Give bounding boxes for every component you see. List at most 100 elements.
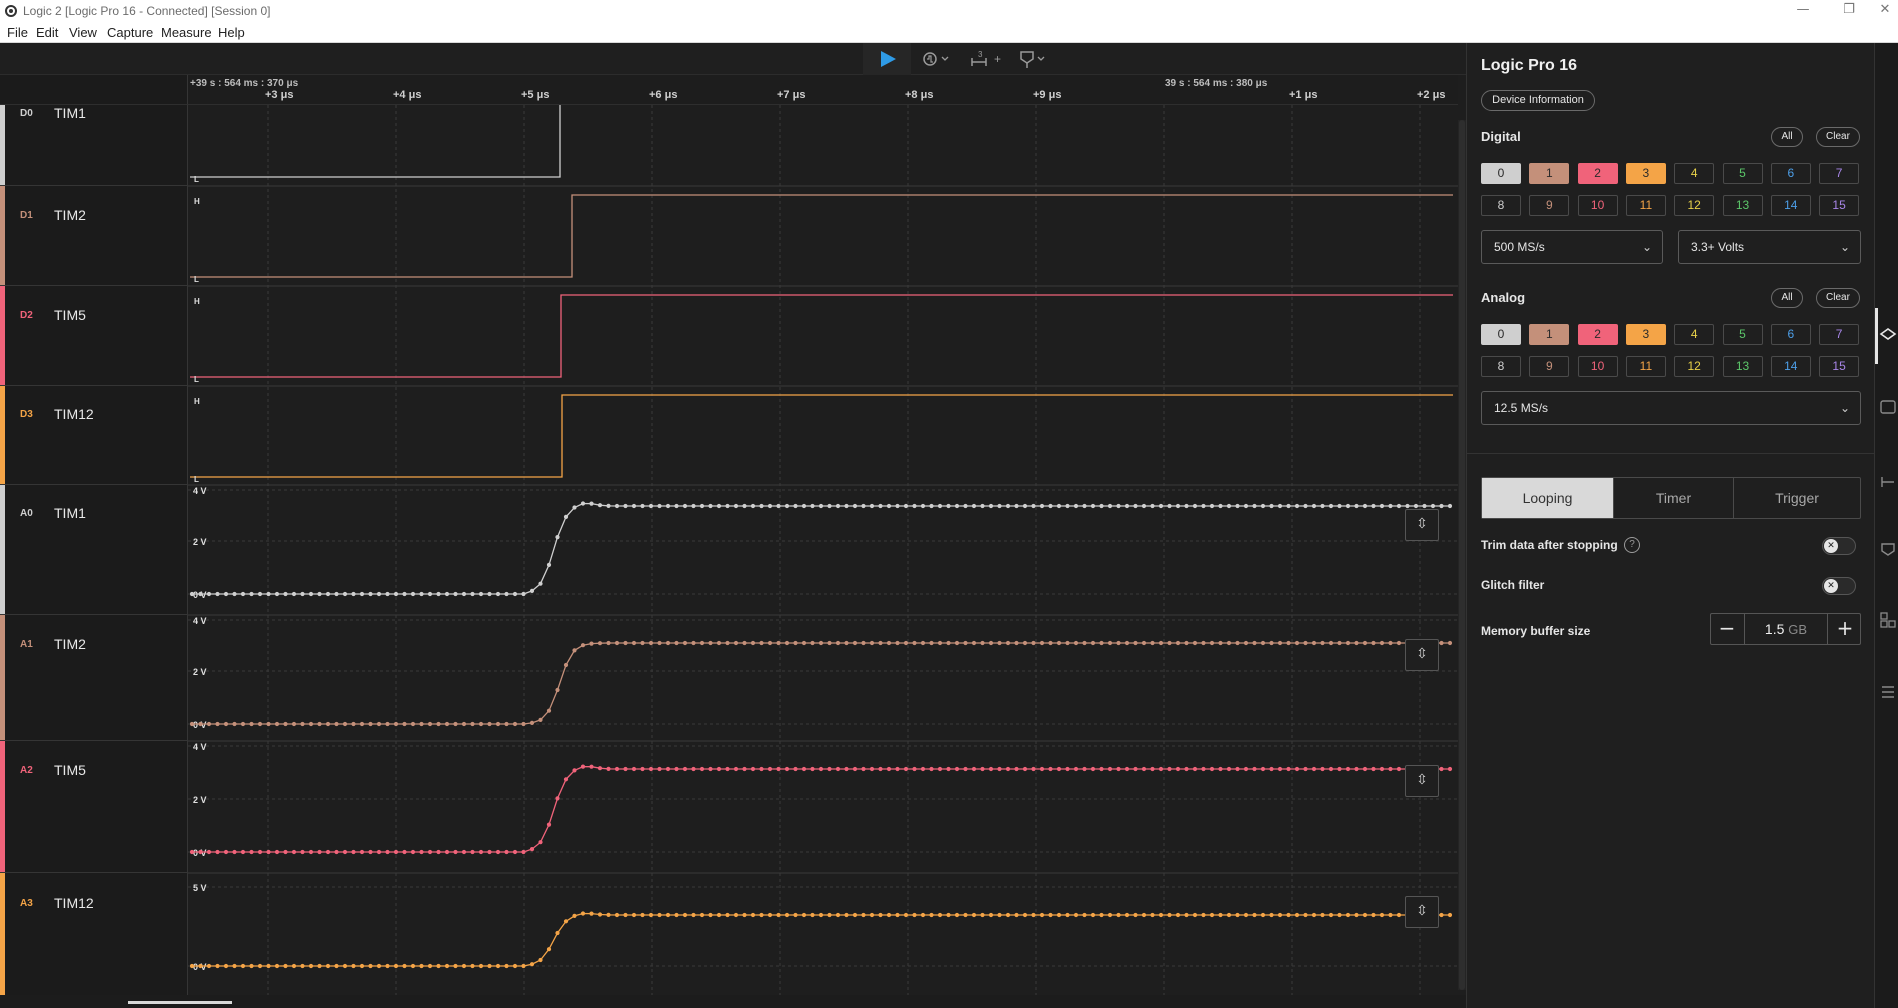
analyzers-icon[interactable] <box>1879 398 1898 418</box>
analog-channel-button-9[interactable]: 9 <box>1529 356 1570 377</box>
digital-channel-button-13[interactable]: 13 <box>1722 195 1763 216</box>
menu-capture[interactable]: Capture <box>107 25 154 40</box>
analog-channel-button-4[interactable]: 4 <box>1674 324 1715 345</box>
analog-channel-button-2[interactable]: 2 <box>1577 324 1618 345</box>
fit-vertical-icon[interactable]: ⇳ <box>1405 896 1439 928</box>
channel-row-a3[interactable]: A3 TIM12 <box>0 873 188 995</box>
menu-measure[interactable]: Measure <box>161 25 212 40</box>
analog-channel-button-1[interactable]: 1 <box>1529 324 1570 345</box>
channel-name[interactable]: TIM1 <box>54 105 86 121</box>
data-table-icon[interactable] <box>1879 683 1898 703</box>
digital-all-button[interactable]: All <box>1771 127 1803 147</box>
analog-channel-button-15[interactable]: 15 <box>1819 356 1860 377</box>
channel-name[interactable]: TIM5 <box>54 307 86 323</box>
analog-channel-button-6[interactable]: 6 <box>1770 324 1811 345</box>
tab-looping[interactable]: Looping <box>1482 478 1614 518</box>
digital-channel-button-11[interactable]: 11 <box>1625 195 1666 216</box>
channel-row-a0[interactable]: A0 TIM1 <box>0 485 188 615</box>
analog-sample-rate-select[interactable]: 12.5 MS/s ⌄ <box>1481 391 1861 425</box>
digital-sample-rate-select[interactable]: 500 MS/s ⌄ <box>1481 230 1663 264</box>
fit-vertical-icon[interactable]: ⇳ <box>1405 509 1439 541</box>
channel-row-d3[interactable]: D3 TIM12 <box>0 386 188 485</box>
trim-data-toggle[interactable] <box>1822 537 1856 555</box>
digital-channel-button-6[interactable]: 6 <box>1770 163 1811 184</box>
annotations-icon[interactable] <box>1879 541 1898 561</box>
channel-name[interactable]: TIM2 <box>54 636 86 652</box>
analog-channel-button-12[interactable]: 12 <box>1674 356 1715 377</box>
flag-icon[interactable] <box>1018 50 1048 68</box>
analog-clear-button[interactable]: Clear <box>1816 288 1860 308</box>
analog-sample-point <box>1345 766 1351 772</box>
digital-channel-button-7[interactable]: 7 <box>1819 163 1860 184</box>
restore-button[interactable]: ❐ <box>1843 2 1855 17</box>
analog-sample-point <box>827 640 832 646</box>
increase-button[interactable]: + <box>1836 616 1854 640</box>
close-button[interactable]: ✕ <box>1879 2 1891 17</box>
channel-name[interactable]: TIM1 <box>54 505 86 521</box>
fit-vertical-icon[interactable]: ⇳ <box>1405 639 1439 671</box>
channel-row-d0[interactable]: D0 TIM1 <box>0 105 188 186</box>
tab-trigger[interactable]: Trigger <box>1775 490 1819 506</box>
analog-sample-point <box>648 503 654 509</box>
digital-clear-button[interactable]: Clear <box>1816 127 1860 147</box>
vertical-scrollbar[interactable] <box>1458 120 1466 990</box>
play-icon[interactable] <box>863 43 911 75</box>
measurements-icon[interactable] <box>1879 473 1898 493</box>
add-marker-button[interactable]: 3 + <box>970 50 1004 68</box>
channel-name[interactable]: TIM12 <box>54 895 94 911</box>
channel-name[interactable]: TIM5 <box>54 762 86 778</box>
menu-view[interactable]: View <box>69 25 97 40</box>
digital-channel-button-10[interactable]: 10 <box>1577 195 1618 216</box>
analog-all-button[interactable]: All <box>1771 288 1803 308</box>
voltage-select[interactable]: 3.3+ Volts ⌄ <box>1678 230 1861 264</box>
analog-channel-button-7[interactable]: 7 <box>1819 324 1860 345</box>
channel-row-a1[interactable]: A1 TIM2 <box>0 615 188 741</box>
analog-channel-button-11[interactable]: 11 <box>1625 356 1666 377</box>
digital-channel-button-1[interactable]: 1 <box>1529 163 1570 184</box>
analog-sample-point <box>1065 503 1070 509</box>
analog-channel-button-3[interactable]: 3 <box>1625 324 1666 345</box>
menu-file[interactable]: File <box>7 25 28 40</box>
digital-channel-button-5[interactable]: 5 <box>1722 163 1763 184</box>
tab-timer[interactable]: Timer <box>1614 478 1734 518</box>
extensions-icon[interactable] <box>1879 611 1898 631</box>
device-information-button[interactable]: Device Information <box>1481 90 1595 111</box>
channel-name[interactable]: TIM12 <box>54 406 94 422</box>
digital-channel-button-0[interactable]: 0 <box>1481 163 1521 184</box>
trim-data-label: Trim data after stopping <box>1481 538 1618 552</box>
analog-channel-button-8[interactable]: 8 <box>1481 356 1521 377</box>
channel-row-d1[interactable]: D1 TIM2 <box>0 186 188 286</box>
analog-channel-button-5[interactable]: 5 <box>1722 324 1763 345</box>
fit-vertical-icon[interactable]: ⇳ <box>1405 765 1439 797</box>
menu-edit[interactable]: Edit <box>36 25 59 40</box>
digital-channel-button-2[interactable]: 2 <box>1577 163 1618 184</box>
memory-buffer-input[interactable]: 1.5 GB <box>1744 614 1828 644</box>
digital-sample-rate-value: 500 MS/s <box>1494 240 1545 254</box>
digital-channel-button-15[interactable]: 15 <box>1819 195 1860 216</box>
channel-row-d2[interactable]: D2 TIM5 <box>0 286 188 386</box>
minimize-button[interactable]: — <box>1796 2 1810 17</box>
analog-channel-button-13[interactable]: 13 <box>1722 356 1763 377</box>
time-ruler[interactable]: +39 s : 564 ms : 370 μs 39 s : 564 ms : … <box>188 75 1458 105</box>
menu-help[interactable]: Help <box>218 25 245 40</box>
digital-channel-button-12[interactable]: 12 <box>1674 195 1715 216</box>
analog-sample-point <box>266 849 271 855</box>
analog-channel-button-0[interactable]: 0 <box>1481 324 1521 345</box>
digital-channel-button-8[interactable]: 8 <box>1481 195 1521 216</box>
digital-channel-button-4[interactable]: 4 <box>1674 163 1715 184</box>
channel-name[interactable]: TIM2 <box>54 207 86 223</box>
horizontal-scrollbar[interactable] <box>0 995 1466 1008</box>
analog-channel-button-14[interactable]: 14 <box>1770 356 1811 377</box>
glitch-filter-toggle[interactable] <box>1822 577 1856 595</box>
analog-channel-button-10[interactable]: 10 <box>1577 356 1618 377</box>
trigger-icon[interactable] <box>922 50 952 68</box>
device-settings-icon[interactable] <box>1879 325 1898 345</box>
digital-channel-button-3[interactable]: 3 <box>1625 163 1666 184</box>
help-icon[interactable]: ? <box>1624 537 1640 553</box>
decrease-button[interactable]: − <box>1718 616 1736 640</box>
digital-channel-button-14[interactable]: 14 <box>1770 195 1811 216</box>
digital-channel-button-9[interactable]: 9 <box>1529 195 1570 216</box>
channel-row-a2[interactable]: A2 TIM5 <box>0 741 188 873</box>
